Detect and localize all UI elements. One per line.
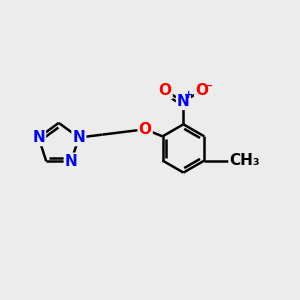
Text: N: N [65, 154, 78, 169]
Text: CH₃: CH₃ [229, 153, 260, 168]
Text: O: O [195, 83, 208, 98]
Text: −: − [204, 80, 213, 90]
Text: O: O [139, 122, 152, 137]
Text: O: O [159, 83, 172, 98]
Text: N: N [32, 130, 45, 145]
Text: N: N [177, 94, 190, 109]
Text: +: + [184, 90, 193, 100]
Text: N: N [73, 130, 85, 145]
